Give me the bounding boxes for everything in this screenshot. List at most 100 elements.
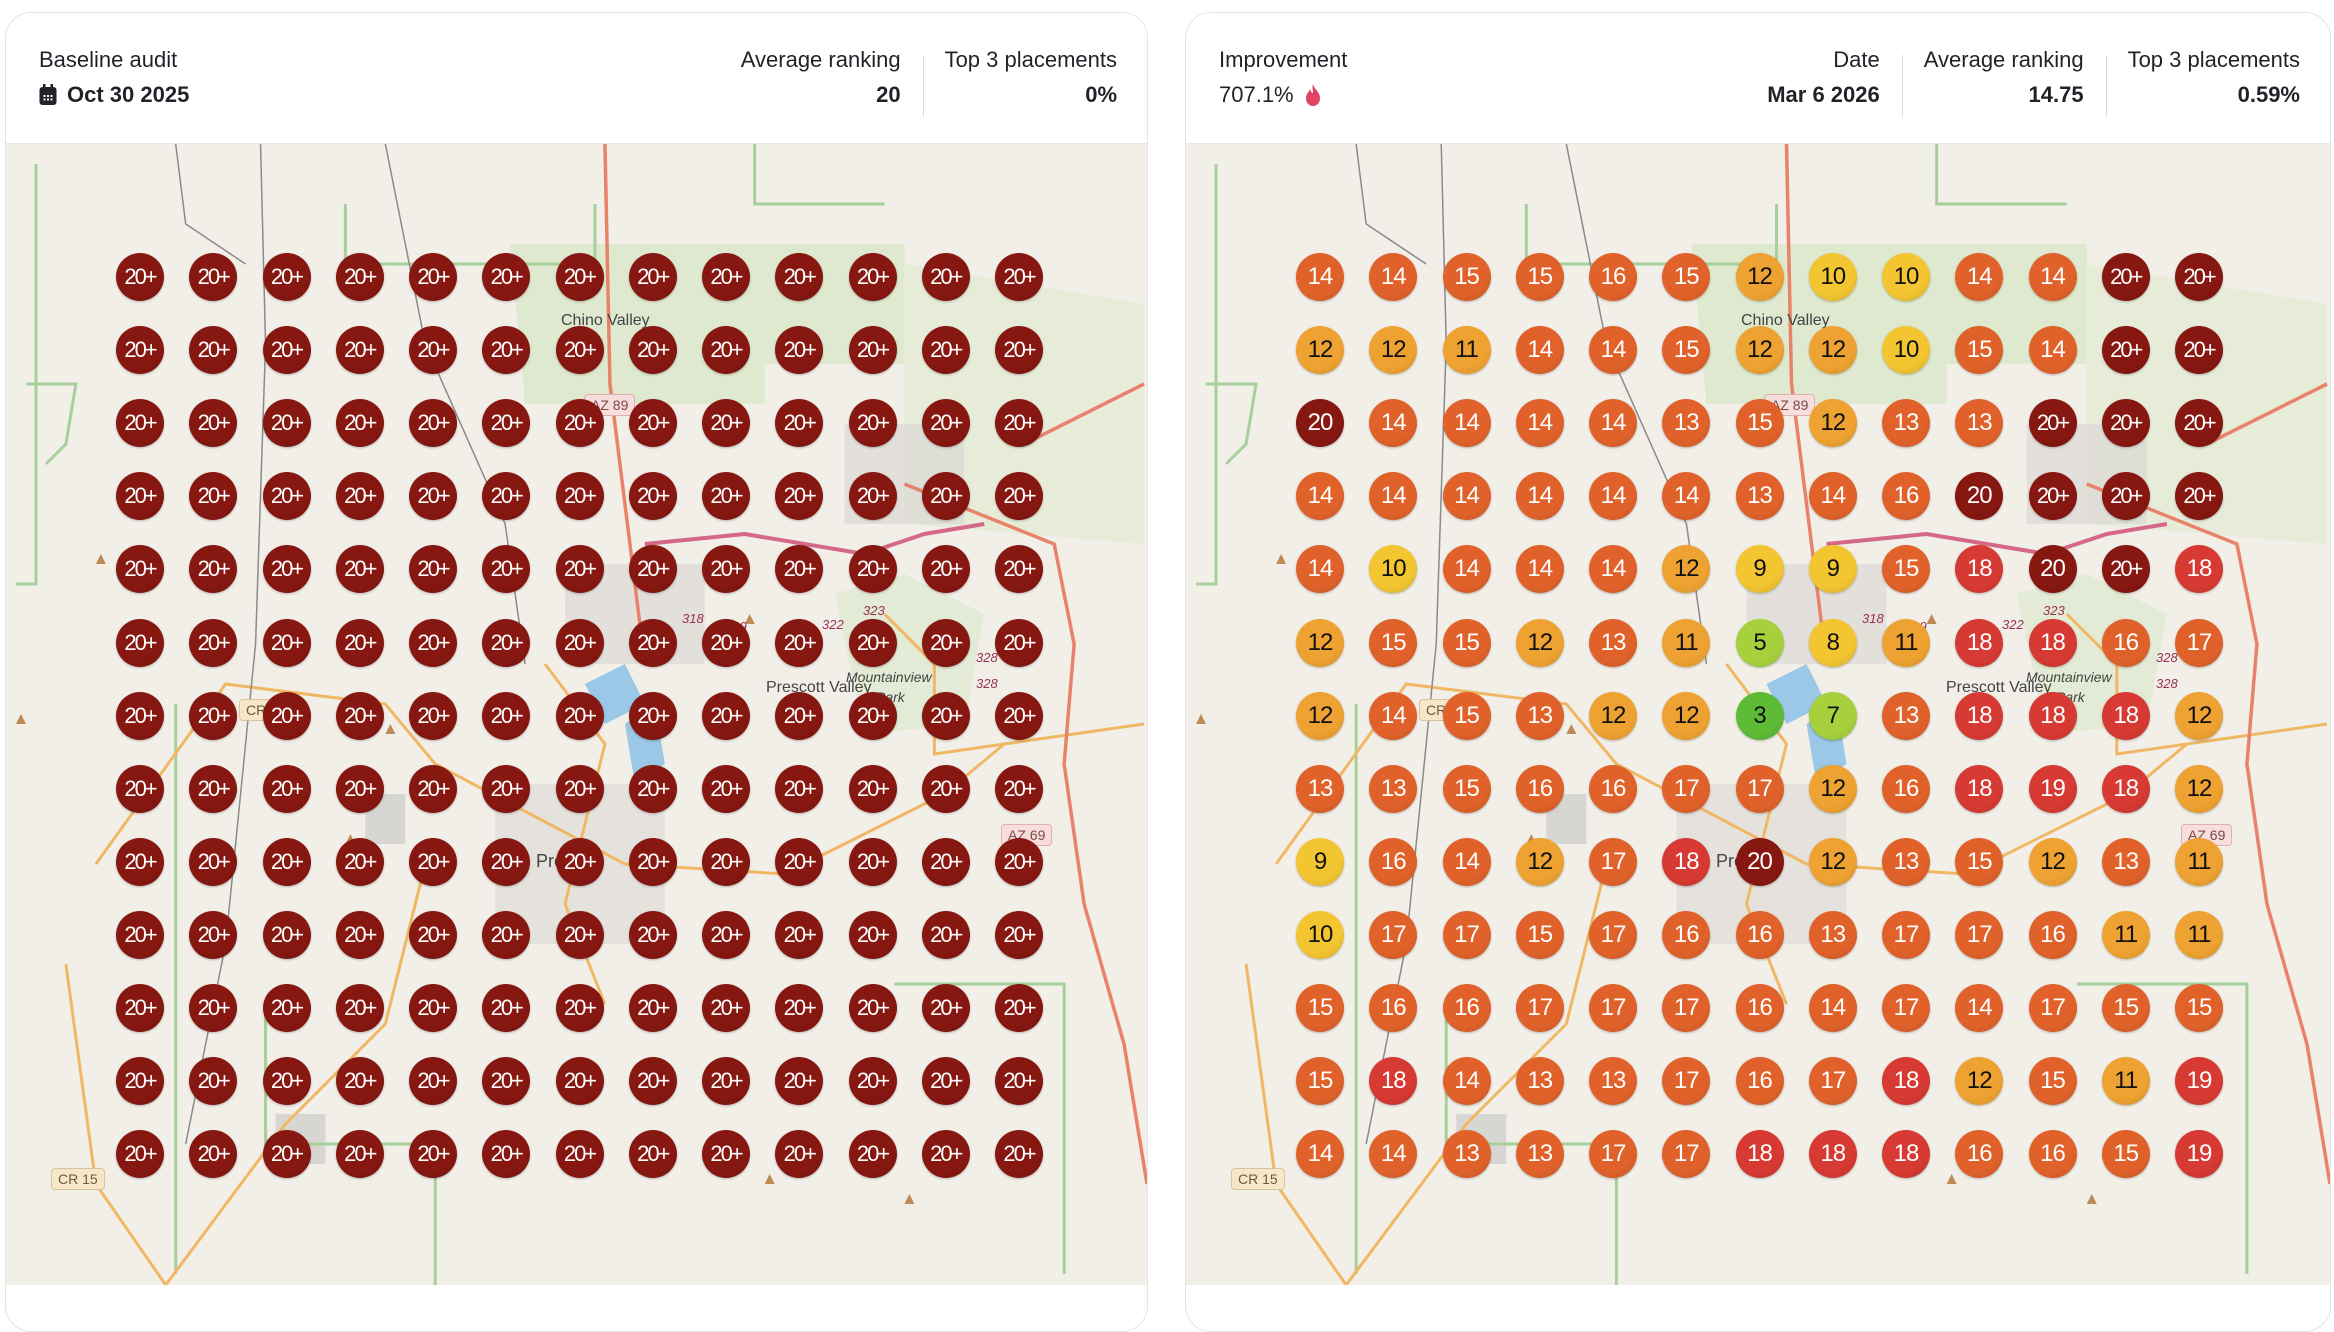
- rank-marker[interactable]: 16: [2028, 1130, 2077, 1179]
- rank-marker[interactable]: 12: [2028, 837, 2077, 886]
- rank-marker[interactable]: 20+: [702, 764, 750, 813]
- rank-marker[interactable]: 20+: [2101, 253, 2150, 301]
- rank-marker[interactable]: 20+: [995, 837, 1043, 886]
- rank-marker[interactable]: 20+: [262, 1130, 311, 1179]
- rank-marker[interactable]: 20+: [921, 399, 970, 448]
- rank-marker[interactable]: 13: [1955, 399, 2004, 448]
- rank-marker[interactable]: 13: [1589, 618, 1637, 667]
- rank-marker[interactable]: 13: [1515, 1057, 1564, 1106]
- rank-marker[interactable]: 20+: [702, 1057, 750, 1106]
- rank-marker[interactable]: 17: [1589, 837, 1637, 886]
- rank-marker[interactable]: 20: [1296, 399, 1344, 448]
- rank-marker[interactable]: 18: [1882, 1057, 1930, 1106]
- rank-marker[interactable]: 20+: [702, 910, 750, 959]
- rank-marker[interactable]: 17: [1662, 1057, 1711, 1106]
- rank-marker[interactable]: 15: [1442, 618, 1491, 667]
- rank-marker[interactable]: 15: [1955, 326, 2004, 375]
- rank-marker[interactable]: 20+: [628, 618, 677, 667]
- rank-marker[interactable]: 20+: [555, 837, 604, 886]
- rank-marker[interactable]: 14: [1369, 1130, 1418, 1179]
- rank-marker[interactable]: 20+: [555, 618, 604, 667]
- rank-marker[interactable]: 20+: [189, 253, 238, 301]
- rank-marker[interactable]: 20+: [116, 253, 164, 301]
- rank-marker[interactable]: 20+: [409, 545, 457, 594]
- rank-marker[interactable]: 20+: [702, 837, 750, 886]
- rank-marker[interactable]: 14: [1442, 399, 1491, 448]
- rank-marker[interactable]: 13: [1882, 399, 1930, 448]
- rank-marker[interactable]: 14: [1662, 472, 1711, 521]
- rank-marker[interactable]: 20+: [482, 691, 531, 740]
- rank-marker[interactable]: 16: [1369, 837, 1418, 886]
- rank-marker[interactable]: 20+: [775, 618, 824, 667]
- rank-marker[interactable]: 20+: [482, 764, 531, 813]
- rank-marker[interactable]: 20+: [409, 326, 457, 375]
- rank-marker[interactable]: 15: [2175, 984, 2223, 1032]
- rank-marker[interactable]: 14: [1296, 1130, 1344, 1179]
- rank-marker[interactable]: 20+: [848, 691, 897, 740]
- rank-marker[interactable]: 20+: [189, 837, 238, 886]
- rank-marker[interactable]: 18: [1955, 691, 2004, 740]
- rank-marker[interactable]: 20+: [262, 472, 311, 521]
- rank-marker[interactable]: 20+: [921, 1057, 970, 1106]
- rank-marker[interactable]: 17: [1662, 1130, 1711, 1179]
- rank-marker[interactable]: 20+: [702, 1130, 750, 1179]
- rank-marker[interactable]: 17: [1955, 910, 2004, 959]
- rank-marker[interactable]: 20+: [848, 618, 897, 667]
- rank-marker[interactable]: 10: [1369, 545, 1418, 594]
- rank-marker[interactable]: 20+: [335, 472, 384, 521]
- rank-marker[interactable]: 13: [1808, 910, 1857, 959]
- rank-marker[interactable]: 13: [1515, 1130, 1564, 1179]
- rank-marker[interactable]: 20+: [702, 472, 750, 521]
- rank-marker[interactable]: 17: [1735, 764, 1784, 813]
- rank-marker[interactable]: 20+: [116, 984, 164, 1032]
- rank-marker[interactable]: 20+: [702, 691, 750, 740]
- rank-marker[interactable]: 20+: [921, 764, 970, 813]
- rank-marker[interactable]: 20+: [555, 764, 604, 813]
- rank-marker[interactable]: 20+: [775, 984, 824, 1032]
- rank-marker[interactable]: 20+: [995, 472, 1043, 521]
- rank-marker[interactable]: 14: [2028, 253, 2077, 301]
- rank-marker[interactable]: 20+: [482, 618, 531, 667]
- rank-marker[interactable]: 13: [1296, 764, 1344, 813]
- rank-marker[interactable]: 14: [1589, 545, 1637, 594]
- rank-marker[interactable]: 16: [1442, 984, 1491, 1032]
- rank-marker[interactable]: 20+: [702, 399, 750, 448]
- rank-marker[interactable]: 19: [2028, 764, 2077, 813]
- rank-marker[interactable]: 20+: [262, 837, 311, 886]
- rank-marker[interactable]: 17: [1442, 910, 1491, 959]
- rank-marker[interactable]: 17: [1589, 984, 1637, 1032]
- rank-marker[interactable]: 15: [1442, 253, 1491, 301]
- rank-marker[interactable]: 20+: [2175, 399, 2223, 448]
- rank-marker[interactable]: 20+: [628, 1057, 677, 1106]
- rank-marker[interactable]: 20+: [409, 910, 457, 959]
- rank-marker[interactable]: 20+: [628, 253, 677, 301]
- rank-marker[interactable]: 20+: [189, 399, 238, 448]
- rank-marker[interactable]: 20+: [335, 1130, 384, 1179]
- baseline-map[interactable]: Chino Valley AZ 89 CR 1 CR 15 AZ 69 Pres…: [6, 144, 1147, 1285]
- rank-marker[interactable]: 20+: [628, 910, 677, 959]
- rank-marker[interactable]: 20+: [555, 253, 604, 301]
- rank-marker[interactable]: 20+: [921, 253, 970, 301]
- rank-marker[interactable]: 16: [1735, 1057, 1784, 1106]
- rank-marker[interactable]: 20+: [702, 545, 750, 594]
- rank-marker[interactable]: 20+: [702, 326, 750, 375]
- rank-marker[interactable]: 8: [1808, 618, 1857, 667]
- rank-marker[interactable]: 12: [1515, 618, 1564, 667]
- rank-marker[interactable]: 18: [1662, 837, 1711, 886]
- rank-marker[interactable]: 15: [1882, 545, 1930, 594]
- rank-marker[interactable]: 20+: [848, 253, 897, 301]
- rank-marker[interactable]: 13: [1662, 399, 1711, 448]
- rank-marker[interactable]: 12: [1735, 326, 1784, 375]
- rank-marker[interactable]: 15: [1515, 910, 1564, 959]
- rank-marker[interactable]: 12: [2175, 691, 2223, 740]
- rank-marker[interactable]: 18: [1955, 545, 2004, 594]
- rank-marker[interactable]: 12: [1808, 326, 1857, 375]
- rank-marker[interactable]: 20+: [189, 472, 238, 521]
- rank-marker[interactable]: 12: [2175, 764, 2223, 813]
- rank-marker[interactable]: 20+: [995, 1130, 1043, 1179]
- rank-marker[interactable]: 12: [1589, 691, 1637, 740]
- rank-marker[interactable]: 18: [2175, 545, 2223, 594]
- rank-marker[interactable]: 20+: [2028, 399, 2077, 448]
- rank-marker[interactable]: 14: [1369, 691, 1418, 740]
- rank-marker[interactable]: 20+: [482, 1057, 531, 1106]
